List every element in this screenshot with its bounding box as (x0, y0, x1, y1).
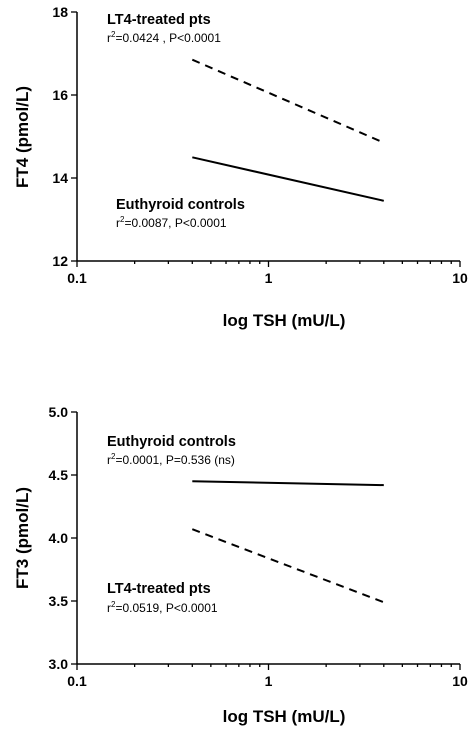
ft3-series-lt4-treated-pts (191, 528, 385, 604)
ft3-y-ticks: 3.0 3.5 4.0 4.5 5.0 (49, 404, 77, 672)
ft3-chart-panel: 3.0 3.5 4.0 4.5 5.0 0.1 1 10 FT3 (pmol/L) log … (13, 404, 468, 726)
ft3-annotation-lt4-title: LT4-treated pts (107, 581, 211, 597)
ft3-y-tick-label: 4.0 (49, 530, 69, 546)
ft3-y-tick-label: 3.5 (49, 593, 69, 609)
ft3-x-ticks: 0.1 1 10 (67, 664, 468, 689)
ft4-y-tick-label: 14 (52, 170, 68, 186)
ft3-annotation-euthyroid-title: Euthyroid controls (107, 434, 236, 450)
ft4-x-axis-title: log TSH (mU/L) (223, 311, 346, 330)
ft3-annotation-euthyroid-stats: r2=0.0001, P=0.536 (ns) (107, 452, 235, 467)
ft3-series (191, 480, 385, 604)
ft3-y-tick-label: 3.0 (49, 656, 69, 672)
ft3-x-tick-label: 1 (265, 673, 273, 689)
ft4-x-tick-label: 1 (265, 270, 273, 286)
ft4-series-lt4-treated-pts (191, 58, 385, 144)
ft4-series-euthyroid-controls (192, 156, 385, 202)
ft4-y-ticks: 12 14 16 18 (52, 4, 77, 269)
ft4-y-tick-label: 16 (52, 87, 68, 103)
ft4-chart-panel: 12 14 16 18 0.1 1 10 FT4 (pmol/L) log TSH (mU… (13, 4, 468, 330)
ft4-x-ticks: 0.1 1 10 (67, 261, 468, 286)
ft3-series-euthyroid-controls (192, 480, 384, 487)
ft3-y-tick-label: 4.5 (49, 467, 69, 483)
ft4-y-tick-label: 12 (52, 253, 68, 269)
ft3-y-axis-title: FT3 (pmol/L) (13, 487, 32, 589)
ft4-x-tick-label: 0.1 (67, 270, 87, 286)
ft4-series (191, 58, 385, 202)
ft3-x-tick-label: 0.1 (67, 673, 87, 689)
ft4-y-axis-title: FT4 (pmol/L) (13, 86, 32, 188)
ft3-y-tick-label: 5.0 (49, 404, 69, 420)
ft4-annotation-euthyroid-stats: r2=0.0087, P<0.0001 (116, 215, 227, 230)
ft3-annotation-lt4-stats: r2=0.0519, P<0.0001 (107, 600, 218, 615)
ft4-annotation-euthyroid-title: Euthyroid controls (116, 197, 245, 213)
ft4-annotation-lt4-title: LT4-treated pts (107, 12, 211, 28)
ft3-x-tick-label: 10 (452, 673, 468, 689)
ft4-y-tick-label: 18 (52, 4, 68, 20)
ft4-x-tick-label: 10 (452, 270, 468, 286)
ft3-x-axis-title: log TSH (mU/L) (223, 707, 346, 726)
ft4-annotation-lt4-stats: r2=0.0424 , P<0.0001 (107, 30, 221, 45)
